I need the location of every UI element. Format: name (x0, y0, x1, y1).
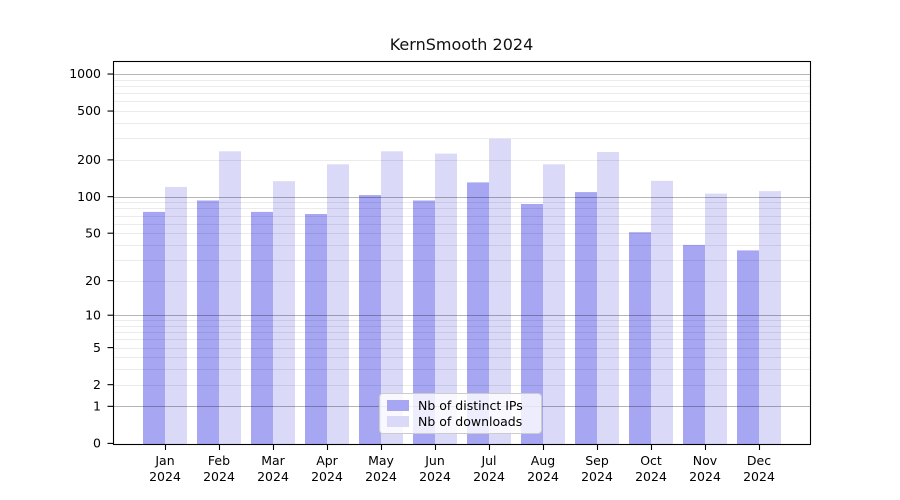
x-tick-label-year-may: 2024 (365, 469, 397, 484)
bar-distinct-ips-oct (629, 232, 651, 444)
y-tick-label-2: 2 (93, 377, 101, 392)
bar-distinct-ips-apr (305, 214, 327, 444)
y-tick-label-1000: 1000 (69, 66, 101, 81)
bar-downloads-may (381, 151, 403, 445)
bar-downloads-oct (651, 180, 673, 445)
bar-distinct-ips-jul (467, 182, 489, 444)
bar-downloads-sep (597, 152, 619, 444)
legend-swatch-downloads (387, 416, 409, 427)
x-tick-label-year-jul: 2024 (473, 469, 505, 484)
x-tick-label-month-apr: Apr (316, 453, 338, 468)
chart-title: KernSmooth 2024 (389, 35, 534, 54)
bar-downloads-jul (489, 138, 511, 445)
x-tick-label-year-aug: 2024 (527, 469, 559, 484)
y-tick-label-100: 100 (77, 189, 101, 204)
x-tick-label-year-sep: 2024 (581, 469, 613, 484)
bar-downloads-jan (165, 187, 187, 444)
x-tick-label-month-jun: Jun (424, 453, 445, 468)
bar-downloads-aug (543, 164, 565, 445)
y-tick-label-0: 0 (93, 436, 101, 451)
x-tick-label-month-sep: Sep (585, 453, 609, 468)
bar-distinct-ips-sep (575, 192, 597, 444)
x-tick-label-year-feb: 2024 (203, 469, 235, 484)
x-tick-label-month-may: May (368, 453, 394, 468)
y-tick-label-500: 500 (77, 103, 101, 118)
x-tick-label-month-nov: Nov (693, 453, 718, 468)
bar-distinct-ips-jan (143, 211, 165, 444)
x-tick-label-year-nov: 2024 (689, 469, 721, 484)
plot-border (112, 60, 812, 446)
x-tick-label-year-jan: 2024 (149, 469, 181, 484)
bar-downloads-nov (705, 193, 727, 444)
bar-distinct-ips-aug (521, 204, 543, 444)
bar-downloads-apr (327, 164, 349, 445)
legend: Nb of distinct IPs Nb of downloads (379, 393, 542, 434)
legend-label-distinct-ips: Nb of distinct IPs (418, 398, 523, 413)
x-tick-label-year-mar: 2024 (257, 469, 289, 484)
legend-item-downloads: Nb of downloads (387, 414, 533, 429)
bar-distinct-ips-feb (197, 200, 219, 444)
x-tick-label-year-oct: 2024 (635, 469, 667, 484)
bar-distinct-ips-jun (413, 200, 435, 444)
x-tick-label-month-aug: Aug (531, 453, 555, 468)
x-tick-label-year-apr: 2024 (311, 469, 343, 484)
legend-item-distinct-ips: Nb of distinct IPs (387, 398, 533, 413)
y-tick-label-50: 50 (85, 225, 101, 240)
bar-downloads-mar (273, 181, 295, 444)
x-tick-label-month-jan: Jan (154, 453, 174, 468)
bar-downloads-jun (435, 153, 457, 444)
y-tick-label-20: 20 (85, 273, 101, 288)
y-tick-label-200: 200 (77, 152, 101, 167)
x-tick-label-month-oct: Oct (640, 453, 662, 468)
x-tick-label-month-mar: Mar (261, 453, 285, 468)
x-tick-label-month-jul: Jul (480, 453, 496, 468)
bar-downloads-feb (219, 151, 241, 445)
bar-distinct-ips-mar (251, 211, 273, 444)
legend-swatch-distinct-ips (387, 400, 409, 411)
bar-distinct-ips-nov (683, 244, 705, 444)
y-tick-label-10: 10 (85, 307, 101, 322)
y-tick-label-5: 5 (93, 340, 101, 355)
bar-distinct-ips-dec (737, 250, 759, 444)
y-tick-label-1: 1 (93, 399, 101, 414)
legend-label-downloads: Nb of downloads (418, 414, 523, 429)
x-tick-label-year-jun: 2024 (419, 469, 451, 484)
bar-distinct-ips-may (359, 195, 381, 444)
x-tick-label-month-feb: Feb (208, 453, 230, 468)
bar-downloads-dec (759, 191, 781, 444)
x-tick-label-year-dec: 2024 (743, 469, 775, 484)
x-tick-label-month-dec: Dec (747, 453, 771, 468)
